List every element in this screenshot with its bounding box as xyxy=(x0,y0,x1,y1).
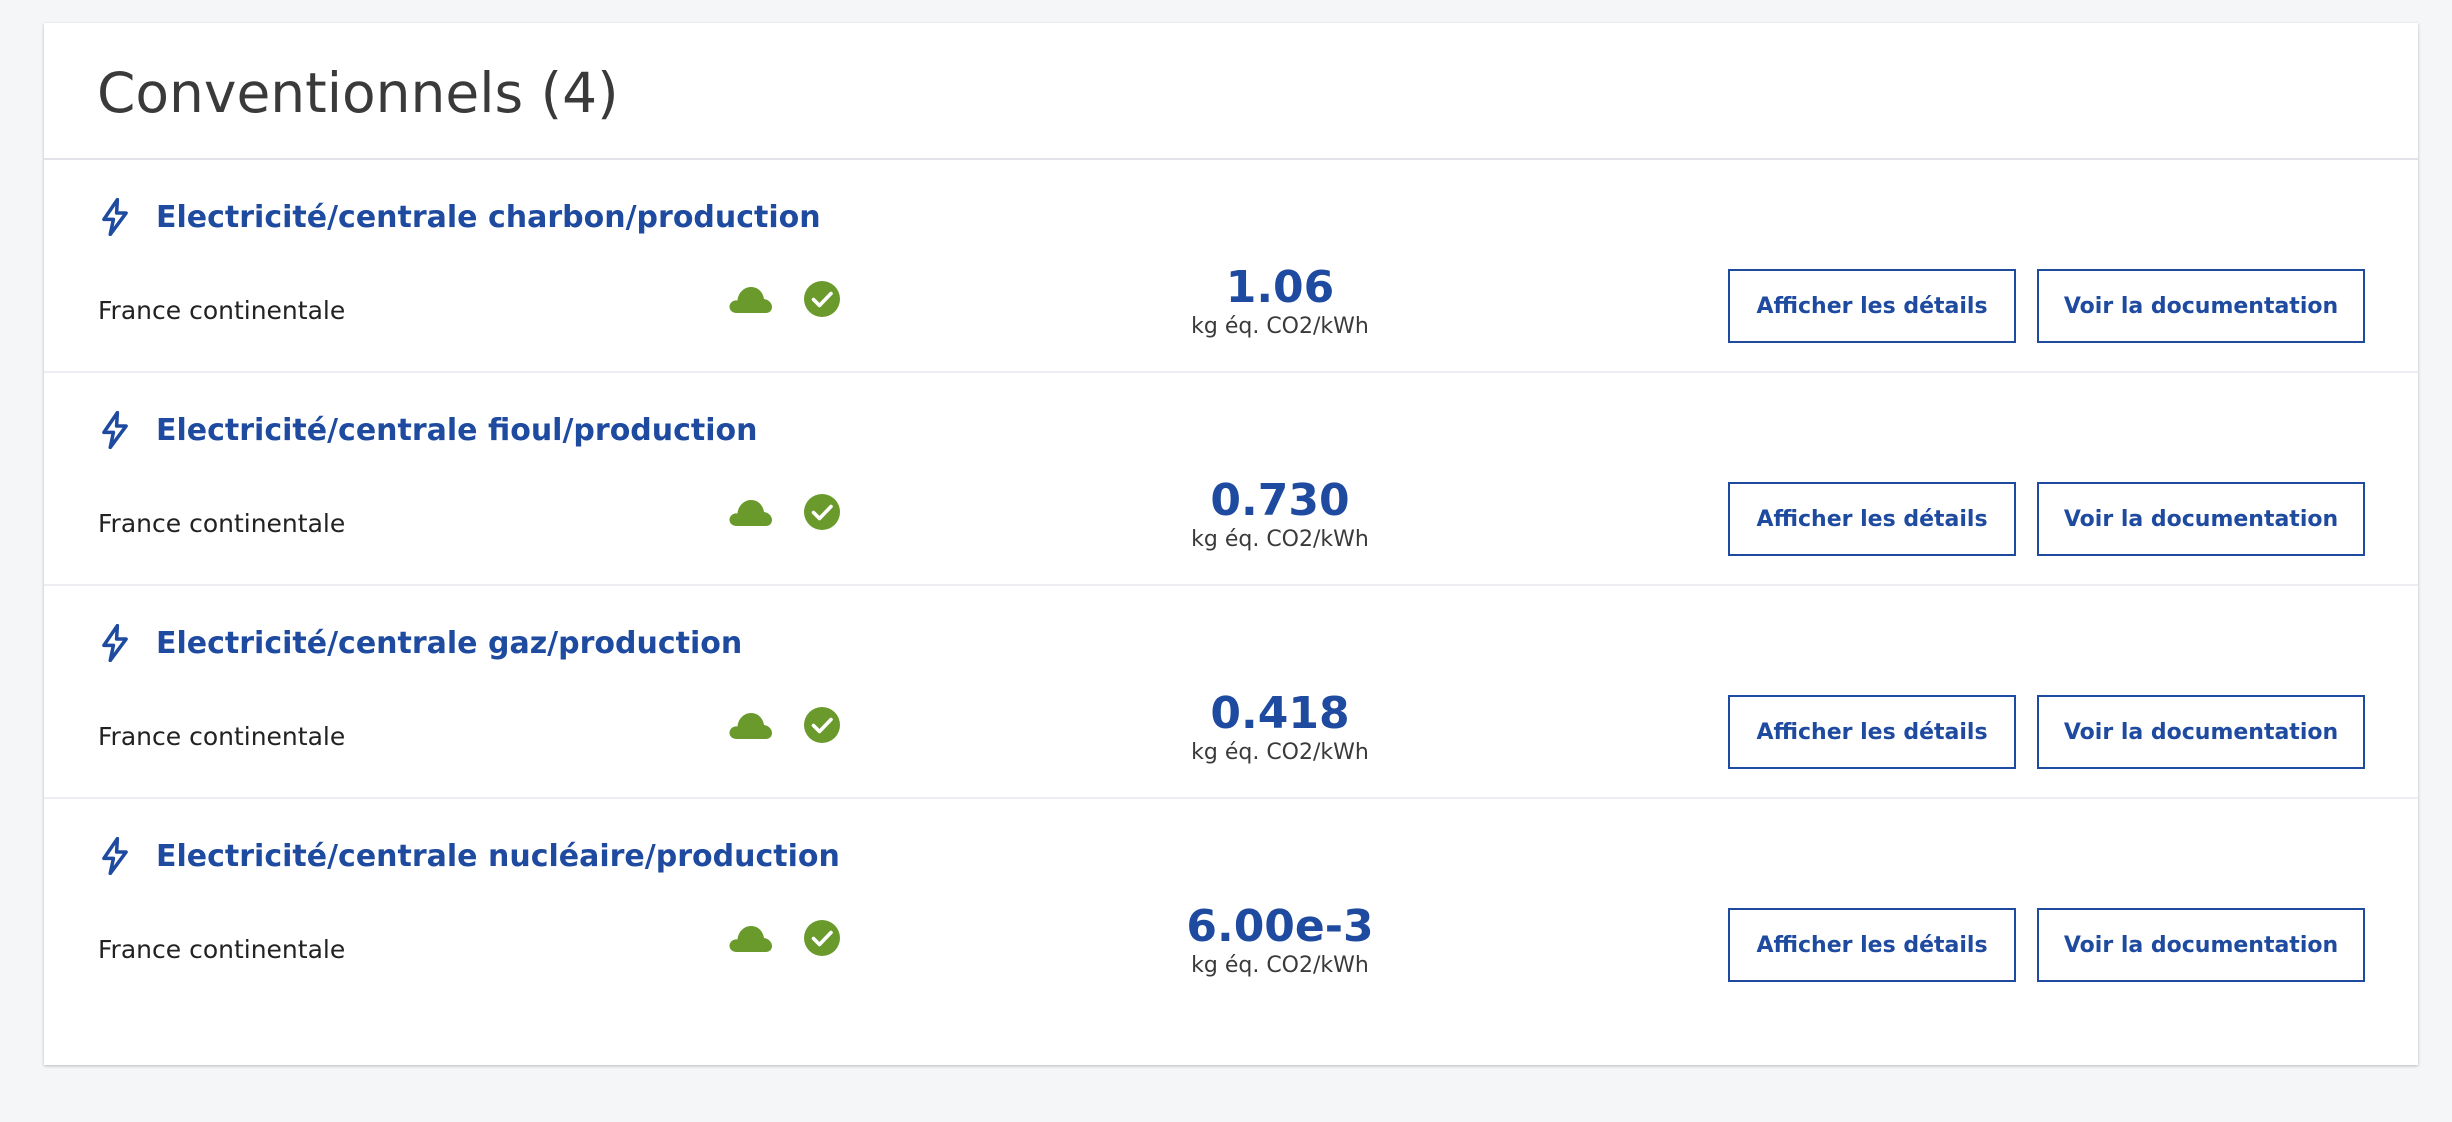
item-title: Electricité/centrale nucléaire/productio… xyxy=(156,838,840,874)
lightning-bolt-icon xyxy=(96,198,134,236)
check-circle-icon xyxy=(803,280,841,318)
show-details-button[interactable]: Afficher les détails xyxy=(1728,695,2016,769)
show-details-button[interactable]: Afficher les détails xyxy=(1728,482,2016,556)
status-icons xyxy=(727,706,841,744)
location-label: France continentale xyxy=(98,296,346,325)
location-label: France continentale xyxy=(98,509,346,538)
item-title: Electricité/centrale gaz/production xyxy=(156,625,743,661)
check-circle-icon xyxy=(803,919,841,957)
status-icons xyxy=(727,280,841,318)
view-documentation-button[interactable]: Voir la documentation xyxy=(2037,482,2365,556)
item-title-link[interactable]: Electricité/centrale gaz/production xyxy=(96,624,742,662)
conventionnels-card: Conventionnels (4) Electricité/centrale … xyxy=(44,23,2418,1065)
emission-unit: kg éq. CO2/kWh xyxy=(1191,527,1369,552)
location-label: France continentale xyxy=(98,722,346,751)
status-icons xyxy=(727,493,841,531)
lightning-bolt-icon xyxy=(96,837,134,875)
emission-factor: 1.06 kg éq. CO2/kWh xyxy=(1180,262,1380,340)
view-documentation-button[interactable]: Voir la documentation xyxy=(2037,695,2365,769)
emission-unit: kg éq. CO2/kWh xyxy=(1191,740,1369,765)
show-details-button[interactable]: Afficher les détails xyxy=(1728,269,2016,343)
location-label: France continentale xyxy=(98,935,346,964)
cloud-icon xyxy=(727,497,773,527)
item-title-link[interactable]: Electricité/centrale fioul/production xyxy=(96,411,758,449)
emission-value: 1.06 xyxy=(1225,262,1335,313)
cloud-icon xyxy=(727,923,773,953)
view-documentation-button[interactable]: Voir la documentation xyxy=(2037,908,2365,982)
item-title: Electricité/centrale fioul/production xyxy=(156,412,758,448)
section-title: Conventionnels (4) xyxy=(97,61,619,125)
status-icons xyxy=(727,919,841,957)
list-item: Electricité/centrale nucléaire/productio… xyxy=(44,799,2418,1012)
cloud-icon xyxy=(727,710,773,740)
show-details-button[interactable]: Afficher les détails xyxy=(1728,908,2016,982)
item-title-link[interactable]: Electricité/centrale nucléaire/productio… xyxy=(96,837,840,875)
check-circle-icon xyxy=(803,493,841,531)
emission-value: 0.730 xyxy=(1210,475,1350,526)
cloud-icon xyxy=(727,284,773,314)
check-circle-icon xyxy=(803,706,841,744)
emission-factor: 6.00e-3 kg éq. CO2/kWh xyxy=(1180,901,1380,979)
lightning-bolt-icon xyxy=(96,624,134,662)
list-item: Electricité/centrale fioul/production Fr… xyxy=(44,373,2418,586)
emission-factor: 0.418 kg éq. CO2/kWh xyxy=(1180,688,1380,766)
list-item: Electricité/centrale gaz/production Fran… xyxy=(44,586,2418,799)
item-title: Electricité/centrale charbon/production xyxy=(156,199,821,235)
emission-factor: 0.730 kg éq. CO2/kWh xyxy=(1180,475,1380,553)
emission-unit: kg éq. CO2/kWh xyxy=(1191,314,1369,339)
emission-value: 0.418 xyxy=(1210,688,1350,739)
emission-value: 6.00e-3 xyxy=(1186,901,1374,952)
item-title-link[interactable]: Electricité/centrale charbon/production xyxy=(96,198,821,236)
card-header: Conventionnels (4) xyxy=(44,23,2418,160)
view-documentation-button[interactable]: Voir la documentation xyxy=(2037,269,2365,343)
emission-unit: kg éq. CO2/kWh xyxy=(1191,953,1369,978)
lightning-bolt-icon xyxy=(96,411,134,449)
list-item: Electricité/centrale charbon/production … xyxy=(44,160,2418,373)
